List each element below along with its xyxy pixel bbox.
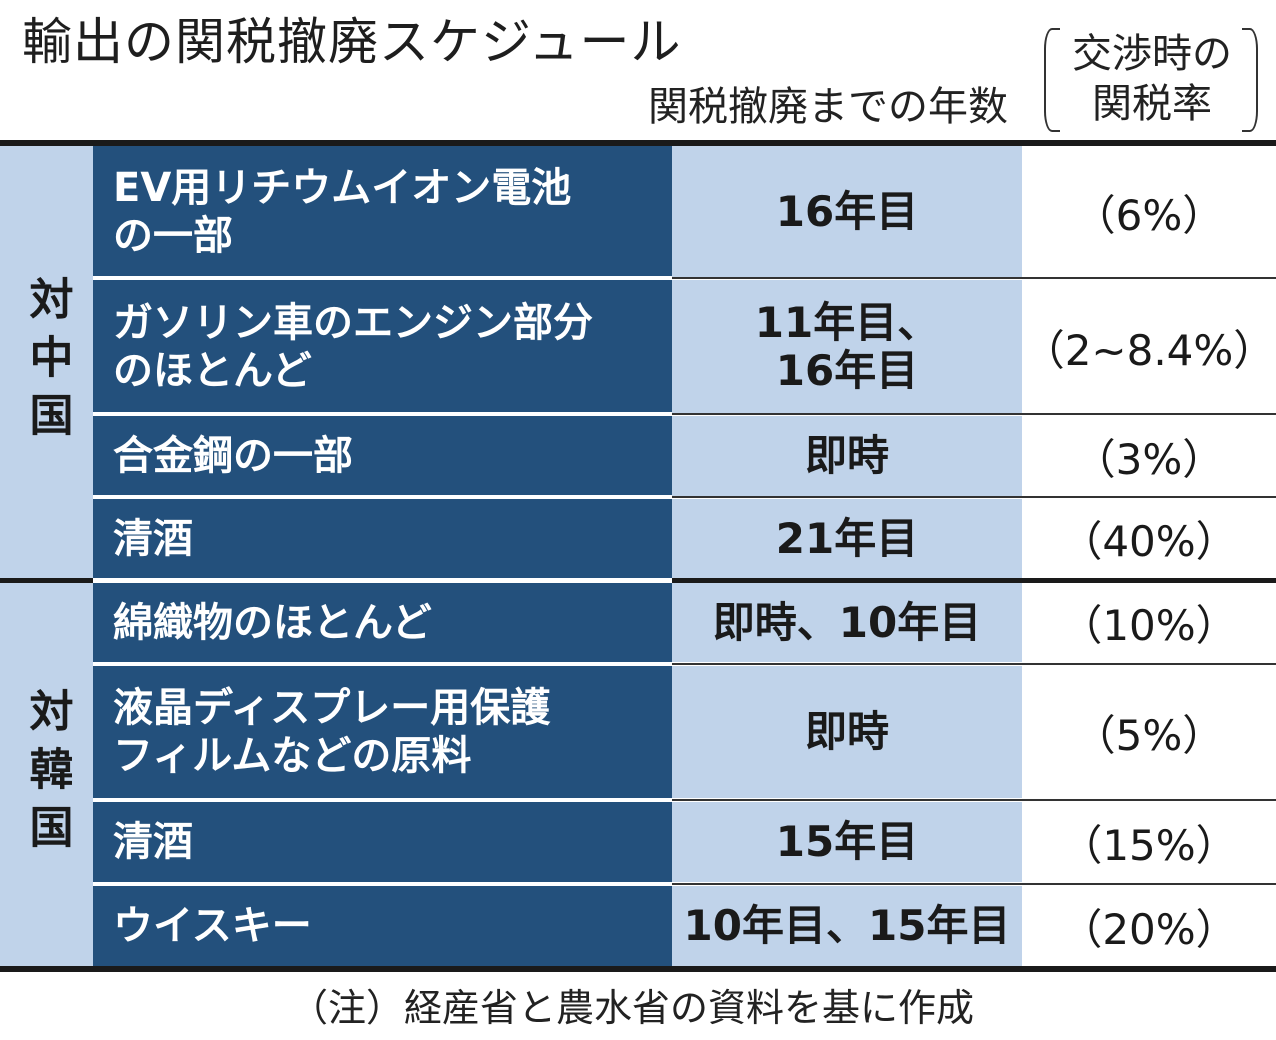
years-cell: 即時 <box>672 666 1022 798</box>
rate-cell: （10%） <box>1022 583 1276 662</box>
years-cell: 即時 <box>672 416 1022 496</box>
item-cell: 合金鋼の一部 <box>93 416 672 496</box>
table-row: 綿織物のほとんど 即時、10年目 （10%） <box>93 583 1276 662</box>
item-cell: 清酒 <box>93 802 672 882</box>
table-row: 清酒 15年目 （15%） <box>93 802 1276 882</box>
table-row: 液晶ディスプレー用保護 フィルムなどの原料 即時 （5%） <box>93 666 1276 798</box>
rate-cell: （2~8.4%） <box>1022 280 1276 414</box>
column-header-rate: 交渉時の 関税率 <box>1044 28 1272 136</box>
years-cell: 11年目、 16年目 <box>672 280 1022 414</box>
left-paren-bracket <box>1044 28 1060 132</box>
group-label-text: 対中国 <box>21 276 73 450</box>
item-cell: 綿織物のほとんど <box>93 583 672 662</box>
rate-cell: （40%） <box>1022 499 1276 578</box>
table-row: ウイスキー 10年目、15年目 （20%） <box>93 886 1276 966</box>
years-cell: 16年目 <box>672 146 1022 278</box>
table-row: 清酒 21年目 （40%） <box>93 499 1276 578</box>
table-row: ガソリン車のエンジン部分 のほとんど 11年目、 16年目 （2~8.4%） <box>93 280 1276 414</box>
rate-cell: （3%） <box>1022 416 1276 496</box>
row-divider <box>93 882 1276 886</box>
right-paren-bracket <box>1242 28 1258 132</box>
table-row: 合金鋼の一部 即時 （3%） <box>93 416 1276 496</box>
years-cell: 21年目 <box>672 499 1022 578</box>
years-cell: 15年目 <box>672 802 1022 882</box>
page-title: 輸出の関税撤廃スケジュール <box>22 13 682 71</box>
rate-cell: （6%） <box>1022 146 1276 278</box>
years-cell: 即時、10年目 <box>672 583 1022 662</box>
item-cell: ウイスキー <box>93 886 672 966</box>
table-row: EV用リチウムイオン電池 の一部 16年目 （6%） <box>93 146 1276 278</box>
rate-header-line2: 関税率 <box>1092 81 1212 127</box>
item-cell: 清酒 <box>93 499 672 578</box>
item-cell: 液晶ディスプレー用保護 フィルムなどの原料 <box>93 666 672 798</box>
footnote: （注）経産省と農水省の資料を基に作成 <box>290 986 975 1030</box>
item-cell: ガソリン車のエンジン部分 のほとんど <box>93 280 672 414</box>
rate-cell: （5%） <box>1022 666 1276 798</box>
row-divider <box>93 798 1276 802</box>
table-bottom-rule <box>0 966 1276 972</box>
item-cell: EV用リチウムイオン電池 の一部 <box>93 146 672 278</box>
row-divider <box>93 276 1276 280</box>
row-divider <box>93 662 1276 666</box>
column-header-years: 関税撤廃までの年数 <box>648 84 1008 130</box>
rate-cell: （20%） <box>1022 886 1276 966</box>
table-top-rule <box>0 140 1276 147</box>
rate-header-line1: 交渉時の <box>1072 31 1232 77</box>
group-divider <box>0 578 1276 583</box>
row-divider <box>93 495 1276 499</box>
tariff-table: 対中国 EV用リチウムイオン電池 の一部 16年目 （6%） ガソリン車のエンジ… <box>0 140 1276 972</box>
group-label-text: 対韓国 <box>21 687 73 862</box>
group-label-china: 対中国 <box>0 146 93 580</box>
group-label-korea: 対韓国 <box>0 583 93 966</box>
rate-cell: （15%） <box>1022 802 1276 882</box>
row-divider <box>93 412 1276 416</box>
years-cell: 10年目、15年目 <box>672 886 1022 966</box>
